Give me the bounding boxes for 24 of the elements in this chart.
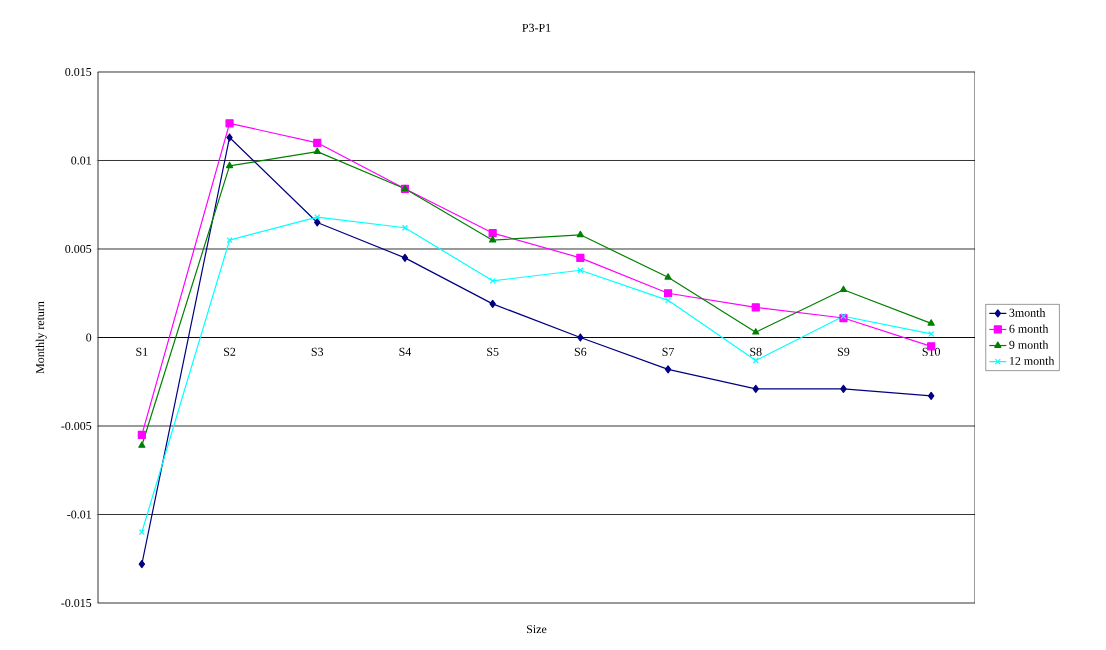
legend-label: 3month xyxy=(1009,308,1046,317)
y-tick-label: 0.01 xyxy=(71,156,91,165)
x-tick-label: S7 xyxy=(662,347,675,356)
y-tick-label: 0 xyxy=(86,333,92,342)
x-tick-label: S4 xyxy=(399,347,412,356)
y-tick-label: -0.015 xyxy=(61,598,92,608)
x-tick-label: S8 xyxy=(750,347,762,356)
y-tick-label: -0.005 xyxy=(61,421,92,431)
x-tick-label: S10 xyxy=(922,347,940,356)
x-tick-label: S2 xyxy=(224,347,236,356)
chart-title: P3-P1 xyxy=(522,23,551,32)
x-tick-label: S9 xyxy=(837,347,850,356)
x-axis-title: Size xyxy=(527,625,547,634)
legend-label: 6 month xyxy=(1009,324,1049,333)
y-axis-title: Monthly return xyxy=(35,301,47,374)
legend-label: 12 month xyxy=(1009,356,1055,365)
legend-label: 9 month xyxy=(1009,340,1049,349)
x-tick-label: S3 xyxy=(311,347,324,356)
y-tick-label: 0.015 xyxy=(65,67,92,77)
y-tick-label: 0.005 xyxy=(65,244,92,254)
y-tick-label: -0.01 xyxy=(67,510,91,519)
x-tick-label: S1 xyxy=(136,347,148,356)
x-tick-label: S5 xyxy=(487,347,499,356)
x-tick-label: S6 xyxy=(574,347,587,356)
